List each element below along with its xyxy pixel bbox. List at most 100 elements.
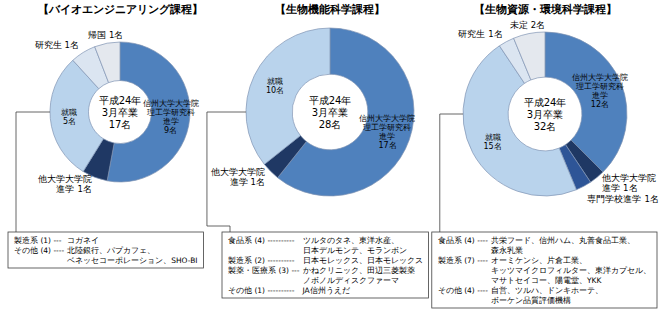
slice-value-label: 1名 (644, 194, 658, 204)
slice-labels: 信州大学大学院理工学研究科進学12名他大学大学院進学1名専門学校進学1名就職15… (458, 20, 659, 204)
center-label: 平成24年 (99, 95, 142, 106)
slice-value-label: 12名 (591, 100, 609, 109)
slice-value-label: 17名 (378, 141, 396, 150)
annotation-box: 食品系 (4) ---------- ツルタのタネ、東洋水産、日本デルモンテ、モラ… (222, 232, 429, 298)
annotation-text: ベネッセコーポレーション、SHO-BI (67, 256, 197, 265)
slice-value-label: 2名 (531, 20, 545, 30)
annotation-head: その他 (4) ---- (438, 286, 489, 295)
label-line: 他大学大学院 (38, 174, 92, 184)
callout-connector (440, 114, 463, 232)
label-line: 帰国 (88, 30, 106, 40)
label-line: 他大学大学院 (211, 167, 265, 177)
label-line: 信州大学大学院 (143, 99, 199, 108)
label-line: 他大学大学院 (602, 173, 656, 183)
center-label: 3月卒業 (102, 107, 138, 118)
annotation-text: かねクリニック、田辺三菱製薬 (303, 266, 415, 275)
chart-canvas: 【バイオエンジニアリング課程】信州大学大学院理工学研究科進学9名他大学大学院進学… (0, 0, 660, 318)
annotation-text: 森永乳業 (491, 246, 523, 255)
annotation-head: 製薬・医療系 (3) --- (228, 266, 300, 275)
slice-outside-label: 専門学校進学1名 (587, 194, 658, 204)
pie-slice (95, 42, 120, 83)
center-label: 平成24年 (524, 97, 567, 108)
slice-category-label: 信州大学大学院理工学研究科進学 (143, 99, 199, 126)
slice-outside-label: 帰国1名 (88, 30, 123, 40)
slice-value-label: 1名 (488, 29, 502, 39)
annotation-frame (432, 232, 657, 308)
annotation-text: ツルタのタネ、東洋水産、 (303, 236, 399, 245)
annotation-frame (8, 232, 204, 268)
label-line: 就職 (267, 77, 283, 86)
annotation-box: 製造系 (1) --- コガネイその他 (4) ----北陸銀行、パプカフェ、ベネ… (8, 232, 204, 268)
annotation-text: 自営、ツルハ、ドンキホーテ、 (491, 286, 603, 295)
slice-outside-label: 他大学大学院進学1名 (211, 167, 265, 187)
annotation-box: 食品系 (4) ----共栄フード、信州ハム、丸善食品工業、森永乳業製造系 (7… (432, 232, 657, 308)
annotation-head: その他 (4) ---- (14, 246, 65, 255)
annotation-text: 日本デルモンテ、モランボン (303, 246, 407, 255)
pie-slice (514, 32, 545, 80)
slice-value-label: 1名 (77, 184, 91, 194)
label-line: 研究生 (35, 40, 62, 50)
slice-value-label: 9名 (164, 126, 177, 135)
slice-category-label: 就職 (267, 77, 283, 86)
label-line: 研究生 (458, 29, 485, 39)
label-line: 信州大学大学院 (359, 114, 415, 123)
slice-value-label: 5名 (63, 117, 76, 126)
center-label: 32名 (534, 121, 557, 132)
slice-category-label: 就職 (485, 133, 501, 142)
label-line: 未定 (510, 20, 528, 30)
annotation-head: 食品系 (4) ---- (438, 236, 489, 245)
pie-chart: 【生物資源・環境科学課程】信州大学大学院理工学研究科進学12名他大学大学院進学1… (432, 3, 659, 308)
slices (463, 32, 627, 196)
annotation-text: ボーケン品質評価機構 (491, 296, 571, 305)
pie-chart: 【バイオエンジニアリング課程】信州大学大学院理工学研究科進学9名他大学大学院進学… (8, 3, 204, 268)
annotation-text: 北陸銀行、パプカフェ、 (67, 246, 155, 255)
label-line: 進学 (56, 184, 74, 194)
label-line: 進学 (163, 117, 179, 126)
label-line: 専門学校進学 (587, 194, 641, 204)
slice-outside-label: 他大学大学院進学1名 (602, 173, 656, 193)
annotation-head: 食品系 (4) ---------- (228, 236, 295, 245)
annotation-text: コガネイ (67, 236, 99, 245)
label-line: 理工学研究科 (576, 82, 624, 91)
annotation-text: 日本モレックス、日本モレックス (303, 256, 423, 265)
label-line: 就職 (61, 108, 77, 117)
slice-value-label: 1名 (251, 177, 265, 187)
slice-outside-label: 研究生1名 (458, 29, 502, 39)
annotation-head: 製造系 (7) ---- (438, 256, 489, 265)
annotation-text: JA信州うえだ (302, 286, 350, 295)
annotation-text: オーミケンシ、片倉工業、 (491, 256, 587, 265)
annotation-text: マサトセイコー、陽電堂、YKK (491, 276, 602, 285)
callout-connector (207, 112, 246, 232)
callout-connector (16, 112, 50, 232)
label-line: 進学 (602, 183, 620, 193)
annotation-text: キッツマイクロフィルター、東洋カプセル、 (491, 266, 651, 275)
pie-chart: 【生物機能科学課程】信州大学大学院理工学研究科進学17名他大学大学院進学1名就職… (207, 3, 429, 298)
center-label: 平成24年 (309, 95, 352, 106)
slice-category-label: 信州大学大学院理工学研究科進学 (359, 114, 415, 141)
slice-category-label: 信州大学大学院理工学研究科進学 (572, 73, 628, 100)
slice-value-label: 10名 (266, 86, 284, 95)
slice-labels: 信州大学大学院理工学研究科進学9名他大学大学院進学1名就職5名研究生1名帰国1名 (35, 30, 199, 194)
center-label: 3月卒業 (527, 109, 563, 120)
center-label: 17名 (109, 119, 132, 130)
slice-category-label: 就職 (61, 108, 77, 117)
slice-labels: 信州大学大学院理工学研究科進学17名他大学大学院進学1名就職10名 (211, 77, 416, 187)
slice-value-label: 1名 (65, 40, 79, 50)
label-line: 理工学研究科 (147, 108, 195, 117)
annotation-frame (222, 232, 429, 298)
slice-outside-label: 未定2名 (510, 20, 545, 30)
label-line: 就職 (485, 133, 501, 142)
annotation-head: その他 (1) ---------- (228, 286, 295, 295)
annotation-head: 製造系 (1) --- (14, 236, 62, 245)
chart-title: 【生物資源・環境科学課程】 (474, 3, 617, 16)
slices (246, 28, 414, 196)
label-line: 進学 (592, 91, 608, 100)
annotation-text: ノボノルディスクファーマ (303, 276, 399, 285)
slice-outside-label: 他大学大学院進学1名 (38, 174, 92, 194)
label-line: 進学 (379, 132, 395, 141)
background (0, 0, 660, 318)
label-line: 理工学研究科 (363, 123, 411, 132)
annotation-text: 共栄フード、信州ハム、丸善食品工業、 (491, 236, 635, 245)
annotation-head: 製造系 (2) ---------- (228, 256, 295, 265)
slice-value-label: 15名 (483, 142, 501, 151)
